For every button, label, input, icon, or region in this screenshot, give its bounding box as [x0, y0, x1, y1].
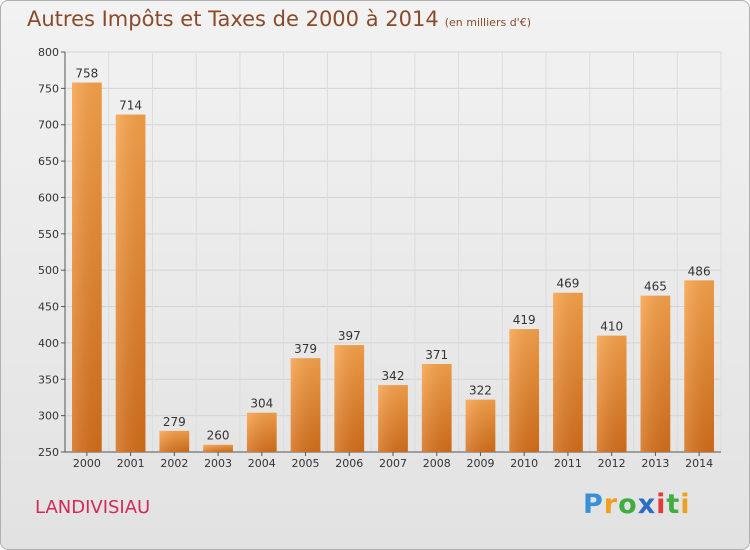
x-tick-label: 2008	[423, 457, 451, 470]
bar-shine	[159, 430, 190, 452]
x-tick-label: 2007	[379, 457, 407, 470]
x-tick-label: 2004	[248, 457, 276, 470]
logo-letter: i	[680, 489, 691, 520]
x-tick-label: 2014	[685, 457, 713, 470]
data-label: 322	[469, 384, 492, 398]
x-tick-label: 2002	[160, 457, 188, 470]
data-label: 342	[382, 369, 405, 383]
bar-shine	[334, 345, 365, 452]
axes: 250 300 350 400 450 500 550 600 650 700 750 800 2000…	[38, 46, 721, 470]
data-label: 714	[119, 99, 142, 113]
data-label: 371	[425, 348, 448, 362]
logo-letter: t	[666, 489, 681, 520]
x-tick-label: 2003	[204, 457, 232, 470]
chart-title-text: Autres Impôts et Taxes de 2000 à 2014	[27, 7, 439, 31]
bars: 758 714 279 260 304 379 397 342 371 322 419 469 410 4…	[71, 67, 715, 452]
bar-shine	[553, 292, 583, 452]
x-tick-label: 2001	[117, 457, 145, 470]
bar-shine	[640, 295, 671, 452]
bar-shine	[421, 364, 452, 452]
logo-letter: i	[656, 489, 667, 520]
data-label: 419	[513, 313, 536, 327]
bar-shine	[71, 82, 102, 452]
bar-shine	[203, 444, 233, 452]
logo-letter: o	[618, 489, 638, 520]
data-label: 304	[250, 397, 273, 411]
y-tick-label: 450	[38, 301, 59, 314]
data-label: 260	[207, 429, 230, 443]
y-tick-label: 350	[38, 373, 59, 386]
y-tick-label: 300	[38, 410, 59, 423]
y-tick-label: 700	[38, 119, 59, 132]
y-tick-label: 500	[38, 264, 59, 277]
x-tick-label: 2011	[554, 457, 582, 470]
bar-shine	[684, 280, 715, 452]
y-tick-label: 750	[38, 82, 59, 95]
bar-shine	[509, 329, 540, 452]
bar-shine	[290, 358, 321, 452]
bar-shine	[378, 385, 408, 452]
proxiti-logo: Proxiti	[583, 489, 691, 520]
logo-letter: P	[583, 489, 604, 520]
data-label: 465	[644, 280, 667, 294]
data-label: 486	[688, 264, 711, 278]
y-tick-label: 800	[38, 46, 59, 59]
data-label: 469	[556, 277, 579, 291]
x-tick-label: 2009	[466, 457, 494, 470]
x-tick-label: 2005	[292, 457, 320, 470]
bar-shine	[115, 114, 146, 452]
x-tick-label: 2012	[598, 457, 626, 470]
bar-shine	[246, 412, 277, 452]
data-label: 758	[75, 67, 98, 81]
data-label: 397	[338, 329, 361, 343]
data-label: 379	[294, 342, 317, 356]
x-tick-label: 2006	[335, 457, 363, 470]
y-tick-label: 650	[38, 155, 59, 168]
logo-letter: x	[637, 489, 657, 520]
y-tick-label: 550	[38, 228, 59, 241]
chart-subtitle: (en milliers d'€)	[444, 16, 531, 29]
bar-shine	[596, 335, 627, 452]
y-tick-label: 600	[38, 191, 59, 204]
chart-title: Autres Impôts et Taxes de 2000 à 2014 (en…	[27, 7, 531, 31]
data-label: 279	[163, 415, 186, 429]
x-tick-label: 2013	[641, 457, 669, 470]
y-tick-label: 400	[38, 337, 59, 350]
logo-letter: r	[603, 489, 619, 520]
data-label: 410	[600, 320, 623, 334]
city-name: LANDIVISIAU	[35, 497, 151, 518]
x-tick-label: 2010	[510, 457, 538, 470]
y-tick-label: 250	[38, 446, 59, 459]
x-tick-label: 2000	[73, 457, 101, 470]
bar-shine	[465, 399, 496, 452]
